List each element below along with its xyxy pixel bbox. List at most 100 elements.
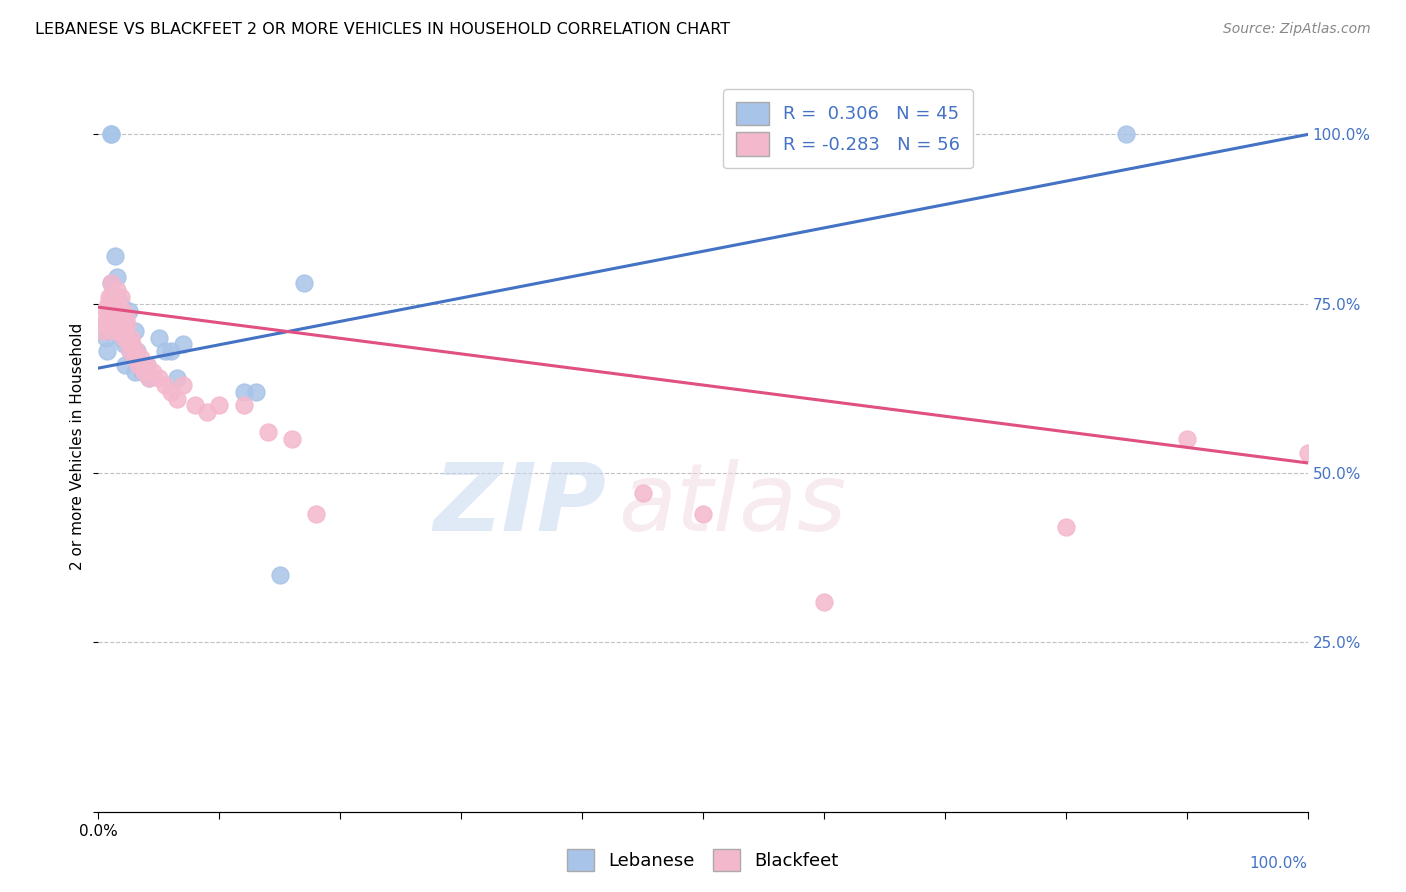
Point [105,290,128,304]
Point [134,364,156,378]
Point [124,351,146,365]
Point [101,290,124,304]
Point [100,303,122,318]
Point [101,310,124,325]
Point [100,277,122,291]
Point [115,317,138,331]
Point [96,310,118,325]
Point [127,344,149,359]
Point [117,317,139,331]
Point [93,317,115,331]
Point [148,371,170,385]
Point [148,331,170,345]
Point [108,324,131,338]
Point [135,358,157,372]
Point [107,310,129,325]
Point [129,351,152,365]
Y-axis label: 2 or more Vehicles in Household: 2 or more Vehicles in Household [70,322,86,570]
Point [124,364,146,378]
Point [98,290,121,304]
Point [108,331,131,345]
Point [138,371,160,385]
Point [118,344,141,359]
Text: Source: ZipAtlas.com: Source: ZipAtlas.com [1223,22,1371,37]
Point [103,297,125,311]
Point [160,344,183,359]
Point [172,337,194,351]
Point [111,303,134,318]
Point [105,283,128,297]
Point [104,317,127,331]
Point [105,269,128,284]
Point [1054,520,1077,534]
Point [160,384,183,399]
Point [100,297,122,311]
Point [195,405,218,419]
Point [118,331,141,345]
Point [114,324,136,338]
Text: 100.0%: 100.0% [1250,855,1308,871]
Point [232,398,254,412]
Text: ZIP: ZIP [433,458,606,550]
Point [115,310,138,325]
Point [103,310,125,325]
Point [131,364,153,378]
Point [112,337,135,351]
Legend: R =  0.306   N = 45, R = -0.283   N = 56: R = 0.306 N = 45, R = -0.283 N = 56 [724,89,973,169]
Point [108,317,131,331]
Point [692,507,714,521]
Point [1115,128,1137,142]
Point [100,128,122,142]
Point [153,344,176,359]
Point [111,324,134,338]
Point [138,371,160,385]
Point [124,324,146,338]
Point [281,432,304,446]
Point [110,290,132,304]
Point [100,290,122,304]
Point [269,567,291,582]
Point [184,398,207,412]
Point [97,297,120,311]
Point [121,337,143,351]
Point [100,317,122,331]
Point [135,358,157,372]
Point [208,398,231,412]
Point [100,317,122,331]
Point [305,507,328,521]
Point [245,384,267,399]
Point [110,297,132,311]
Point [114,358,136,372]
Point [1296,446,1319,460]
Point [105,297,128,311]
Point [1175,432,1198,446]
Point [142,364,165,378]
Point [94,331,117,345]
Legend: Lebanese, Blackfeet: Lebanese, Blackfeet [560,842,846,879]
Point [256,425,278,440]
Point [232,384,254,399]
Point [118,337,141,351]
Point [100,128,122,142]
Point [111,310,134,325]
Point [96,344,118,359]
Point [104,249,127,263]
Point [166,371,188,385]
Point [100,324,122,338]
Text: LEBANESE VS BLACKFEET 2 OR MORE VEHICLES IN HOUSEHOLD CORRELATION CHART: LEBANESE VS BLACKFEET 2 OR MORE VEHICLES… [35,22,730,37]
Point [127,358,149,372]
Point [111,317,134,331]
Point [93,317,115,331]
Point [292,277,315,291]
Text: atlas: atlas [619,459,846,550]
Point [631,486,654,500]
Point [118,344,141,359]
Point [118,303,141,318]
Point [100,277,122,291]
Point [98,310,121,325]
Point [107,310,129,325]
Point [112,331,135,345]
Point [121,344,143,359]
Point [813,595,835,609]
Point [153,378,176,392]
